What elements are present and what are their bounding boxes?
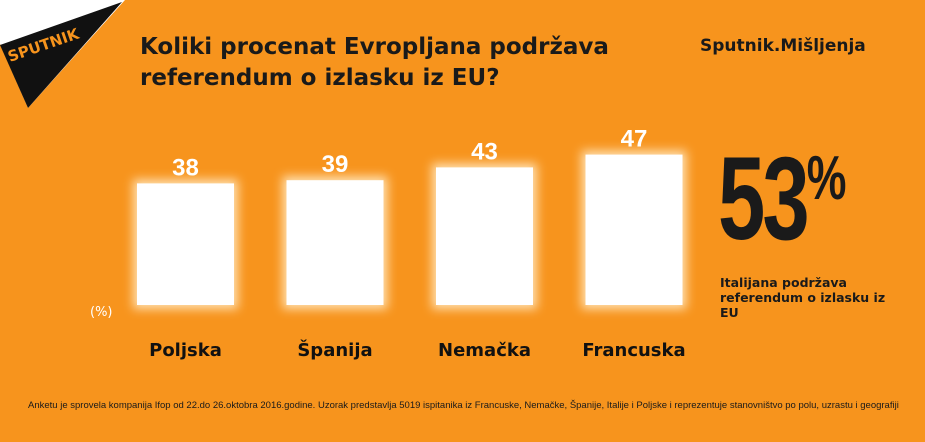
category-label: Nemačka: [438, 340, 531, 361]
highlight-value: 53%: [718, 133, 846, 265]
data-label: 38: [172, 154, 199, 181]
bar-Španija: [286, 180, 384, 305]
category-label: Španija: [297, 339, 372, 361]
chart-title: Koliki procenat Evropljana podržava refe…: [140, 34, 609, 91]
bar-Nemačka: [436, 167, 533, 305]
sputnik-logo: SPUTNIK: [0, 0, 125, 108]
unit-label: (%): [90, 305, 113, 320]
bar-Poljska: [137, 183, 234, 305]
category-label: Poljska: [149, 340, 222, 361]
data-label: 47: [621, 126, 648, 153]
category-label: Francuska: [582, 340, 685, 361]
data-label: 39: [322, 151, 349, 178]
footnote: Anketu je sprovela kompanija Ifop od 22.…: [28, 400, 899, 411]
data-label: 43: [471, 138, 498, 165]
brand-label: Sputnik.Mišljenja: [700, 36, 866, 56]
bar-Francuska: [585, 154, 683, 305]
highlight-text: Italijana podržava referendum o izlasku …: [720, 275, 886, 320]
